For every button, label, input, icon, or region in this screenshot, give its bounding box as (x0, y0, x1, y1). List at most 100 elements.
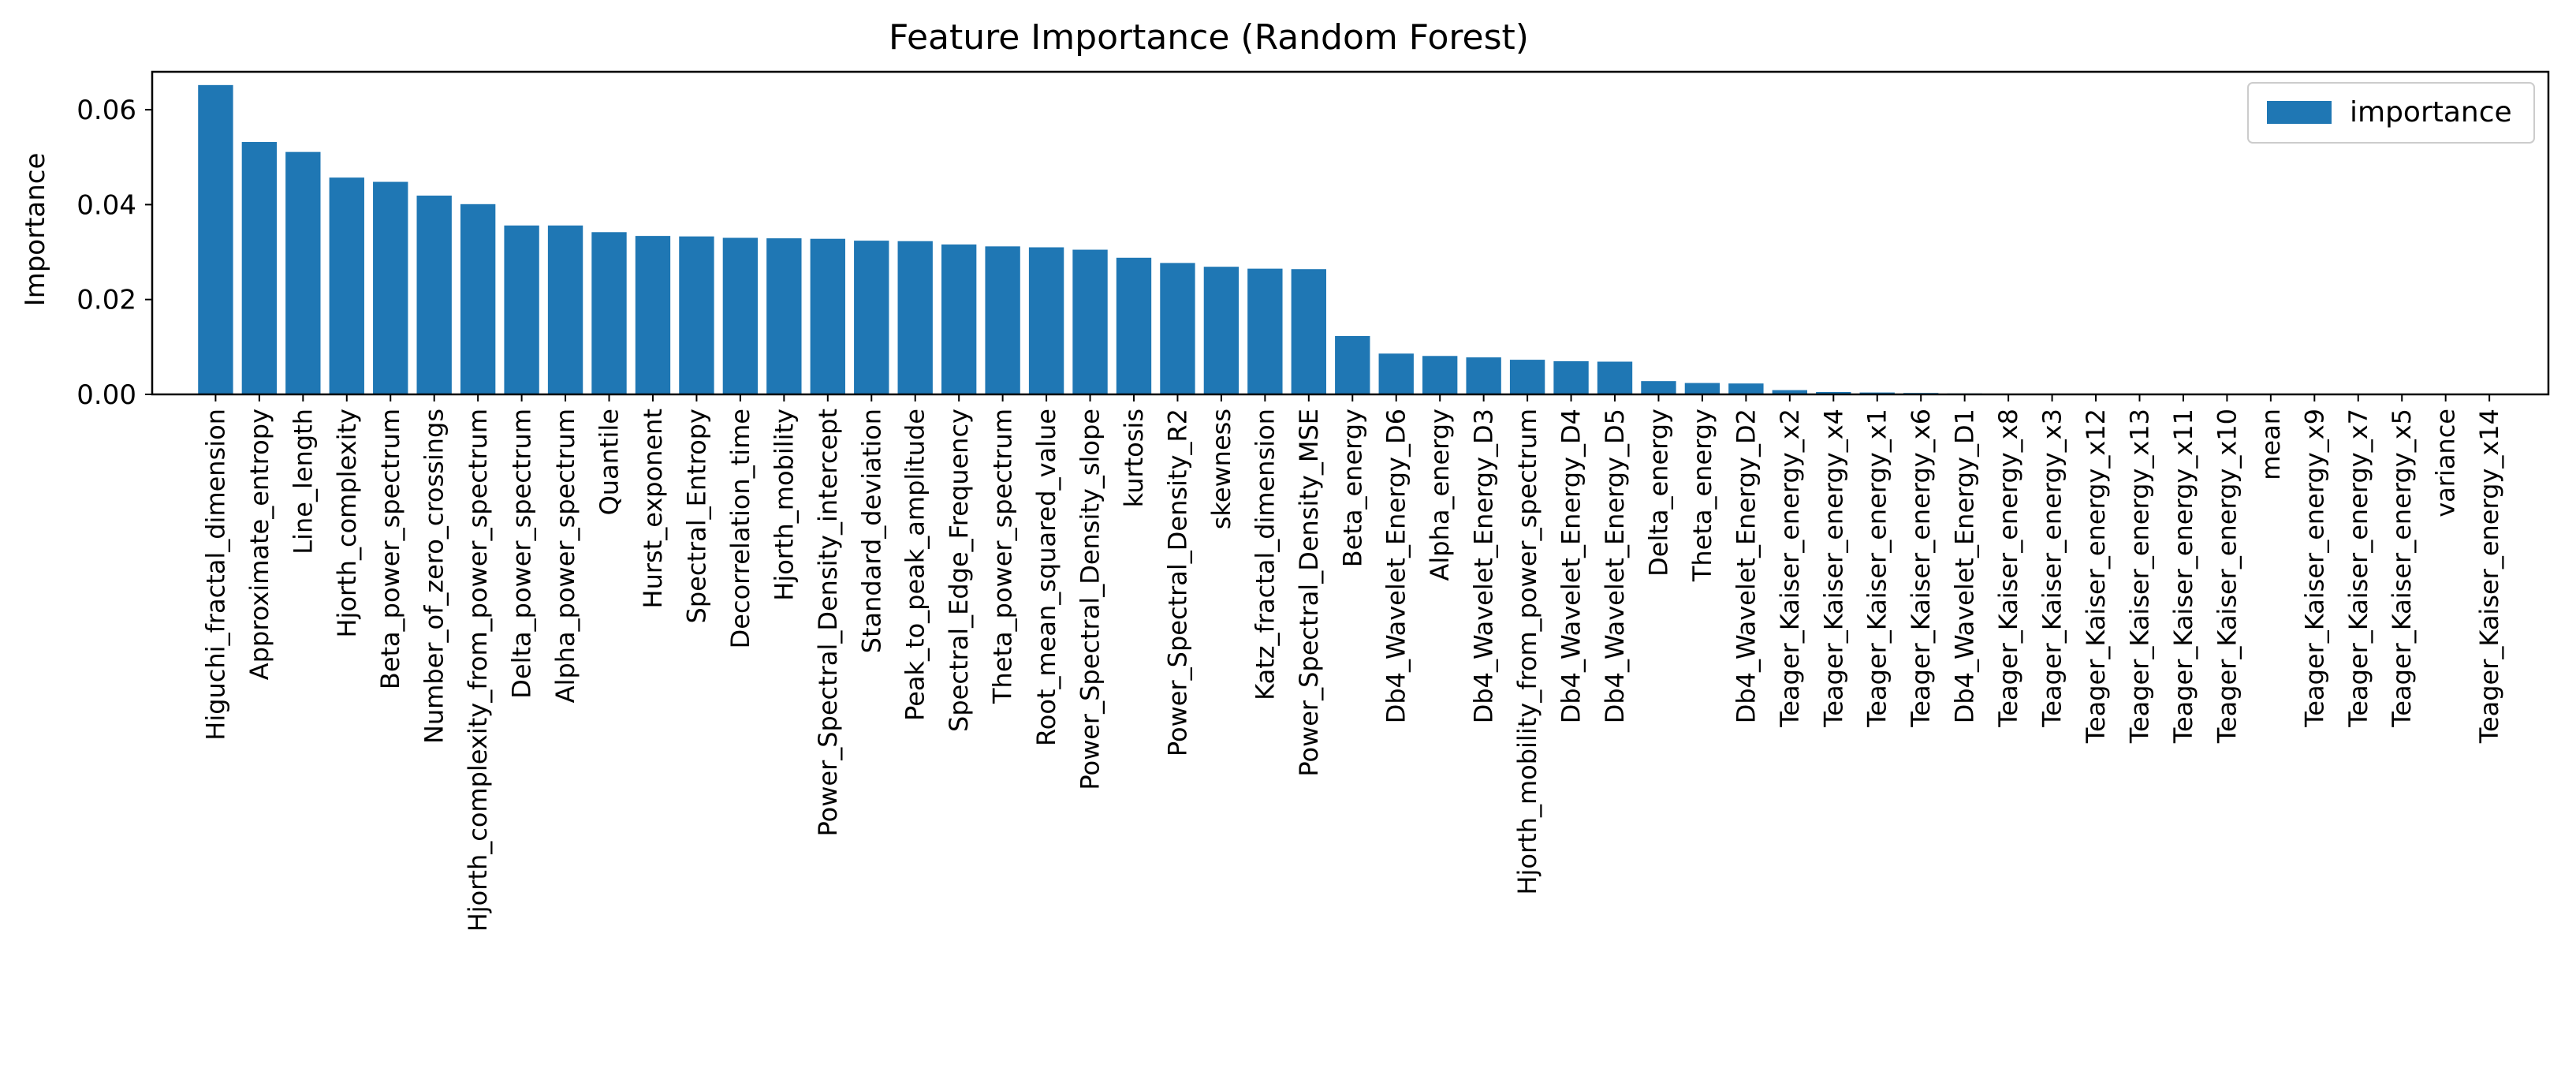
bar-Beta_power_spectrum (373, 181, 408, 395)
bar-Power_Spectral_Density_R2 (1160, 263, 1195, 394)
bar-Power_Spectral_Density_slope (1072, 249, 1108, 394)
bar-Hjorth_complexity (329, 177, 364, 394)
x-tick-label: Hurst_exponent (638, 409, 668, 608)
x-tick-label: Number_of_zero_crossings (419, 409, 449, 744)
bar-Line_length (285, 151, 321, 394)
x-tick-label: Approximate_entropy (244, 409, 274, 680)
bar-Hurst_exponent (635, 236, 671, 394)
y-axis-label: Importance (20, 153, 51, 307)
x-tick-label: Theta_power_spectrum (988, 409, 1018, 704)
x-tick-label: Spectral_Edge_Frequency (944, 409, 974, 732)
bar-Alpha_energy (1422, 356, 1458, 394)
bar-Theta_energy (1684, 383, 1720, 394)
bar-Quantile (591, 232, 627, 394)
x-tick-label: Theta_energy (1687, 409, 1717, 582)
bar-Approximate_entropy (241, 142, 278, 394)
x-tick-label: Teager_Kaiser_energy_x5 (2387, 409, 2417, 728)
bar-Spectral_Entropy (679, 236, 714, 394)
x-tick-label: kurtosis (1119, 409, 1149, 507)
bar-Number_of_zero_crossings (416, 195, 452, 394)
x-tick-label: Katz_fractal_dimension (1250, 409, 1280, 700)
x-tick-label: Hjorth_mobility (769, 409, 799, 601)
x-tick-label: Decorrelation_time (725, 409, 755, 648)
x-tick-label: Hjorth_complexity_from_power_spectrum (463, 409, 493, 932)
x-tick-label: Peak_to_peak_amplitude (900, 409, 930, 721)
y-axis: 0.00 0.02 0.04 0.06 (76, 95, 152, 411)
x-tick-label: Teager_Kaiser_energy_x13 (2124, 409, 2154, 744)
x-tick-label: Standard_deviation (856, 409, 886, 653)
x-tick-label: Line_length (288, 409, 318, 555)
x-tick-label: Teager_Kaiser_energy_x11 (2168, 409, 2198, 744)
bar-Hjorth_mobility_from_power_spectrum (1509, 360, 1545, 394)
bar-Db4_Wavelet_Energy_D4 (1553, 360, 1589, 394)
bar-Katz_fractal_dimension (1247, 268, 1283, 394)
x-tick-label: Db4_Wavelet_Energy_D6 (1381, 409, 1411, 723)
legend-label: importance (2350, 96, 2512, 129)
bars-group (198, 84, 2070, 395)
x-tick-label: Hjorth_mobility_from_power_spectrum (1512, 409, 1542, 895)
bar-Db4_Wavelet_Energy_D5 (1597, 361, 1633, 394)
bar-Decorrelation_time (722, 237, 759, 394)
bar-Power_Spectral_Density_MSE (1291, 269, 1326, 394)
x-tick-label: Teager_Kaiser_energy_x1 (1862, 409, 1892, 728)
x-tick-label: Teager_Kaiser_energy_x3 (2037, 409, 2067, 728)
bar-Spectral_Edge_Frequency (941, 244, 977, 394)
bar-Db4_Wavelet_Energy_D6 (1378, 353, 1414, 394)
legend-box (2247, 82, 2535, 144)
y-tick-label: 0.06 (76, 95, 136, 126)
x-tick-label: Teager_Kaiser_energy_x7 (2343, 409, 2373, 728)
x-tick-label: Power_Spectral_Density_intercept (813, 409, 843, 837)
bar-Delta_energy (1641, 381, 1676, 394)
bar-Alpha_power_spectrum (547, 225, 583, 394)
legend-swatch (2267, 101, 2332, 124)
x-tick-label: Db4_Wavelet_Energy_D3 (1469, 409, 1499, 723)
bar-Teager_Kaiser_energy_x2 (1772, 390, 1808, 394)
x-axis: Higuchi_fractal_dimension Approximate_ent… (200, 394, 2504, 932)
bar-Delta_power_spectrum (504, 225, 539, 394)
x-tick-label: Alpha_energy (1425, 409, 1455, 581)
x-tick-label: Teager_Kaiser_energy_x2 (1775, 409, 1805, 728)
x-tick-label: Root_mean_squared_value (1031, 409, 1061, 746)
bar-Theta_power_spectrum (985, 246, 1020, 394)
x-tick-label: Db4_Wavelet_Energy_D1 (1950, 409, 1980, 723)
x-tick-label: Teager_Kaiser_energy_x8 (1993, 409, 2023, 728)
x-tick-label: Teager_Kaiser_energy_x9 (2299, 409, 2329, 728)
x-tick-label: Db4_Wavelet_Energy_D2 (1731, 409, 1761, 723)
bar-Power_Spectral_Density_intercept (810, 238, 845, 394)
bar-Beta_energy (1335, 336, 1370, 394)
x-tick-label: Quantile (595, 409, 624, 515)
x-tick-label: skewness (1206, 409, 1236, 529)
x-tick-label: Hjorth_complexity (332, 409, 362, 638)
x-tick-label: Delta_power_spectrum (507, 409, 537, 699)
x-tick-label: Higuchi_fractal_dimension (200, 409, 230, 741)
x-tick-label: mean (2256, 409, 2286, 480)
x-tick-label: Power_Spectral_Density_slope (1076, 409, 1105, 790)
bar-Db4_Wavelet_Energy_D3 (1466, 357, 1501, 394)
x-tick-label: Delta_energy (1643, 409, 1673, 577)
x-tick-label: Power_Spectral_Density_R2 (1162, 409, 1192, 756)
legend: importance (2247, 82, 2535, 144)
y-tick-label: 0.04 (76, 189, 136, 221)
bar-Peak_to_peak_amplitude (897, 241, 933, 394)
bar-Db4_Wavelet_Energy_D2 (1728, 383, 1764, 394)
x-tick-label: Teager_Kaiser_energy_x4 (1818, 409, 1848, 728)
y-tick-label: 0.00 (76, 379, 136, 411)
x-tick-label: Alpha_power_spectrum (550, 409, 580, 703)
bar-Higuchi_fractal_dimension (198, 84, 233, 394)
x-tick-label: Teager_Kaiser_energy_x12 (2081, 409, 2111, 744)
x-tick-label: Teager_Kaiser_energy_x14 (2474, 409, 2504, 744)
x-tick-label: Power_Spectral_Density_MSE (1294, 409, 1324, 777)
bar-skewness (1203, 267, 1240, 394)
bar-Root_mean_squared_value (1028, 247, 1064, 394)
x-tick-label: Db4_Wavelet_Energy_D5 (1600, 409, 1630, 723)
x-tick-label: Spectral_Entropy (681, 409, 711, 623)
x-tick-label: Beta_power_spectrum (375, 409, 405, 689)
x-tick-label: Beta_energy (1337, 409, 1367, 567)
bar-Standard_deviation (854, 241, 889, 394)
bar-Hjorth_mobility (766, 238, 802, 394)
y-tick-label: 0.02 (76, 285, 136, 316)
chart-title: Feature Importance (Random Forest) (889, 17, 1529, 58)
bar-kurtosis (1116, 257, 1152, 394)
x-tick-label: Teager_Kaiser_energy_x10 (2212, 409, 2242, 744)
